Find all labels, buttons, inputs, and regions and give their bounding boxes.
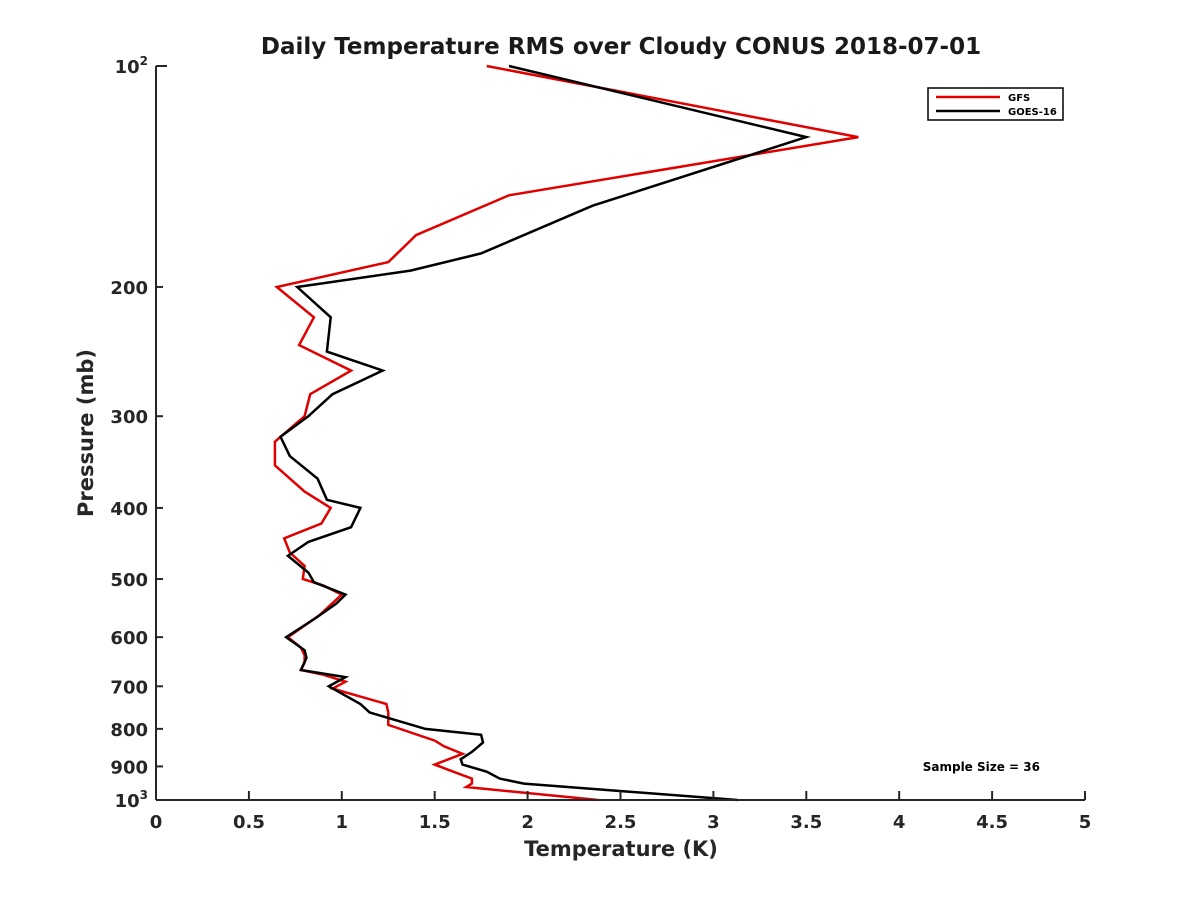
y-tick-label: 800 — [110, 720, 148, 741]
x-axis-label: Temperature (K) — [524, 837, 718, 861]
series-line-goes-16 — [278, 64, 811, 802]
sample-size-annotation: Sample Size = 36 — [923, 760, 1040, 774]
y-tick-label: 600 — [110, 628, 148, 649]
y-tick-label: 300 — [110, 407, 148, 428]
y-axis-label: Pressure (mb) — [74, 349, 98, 517]
x-tick-label: 1 — [336, 812, 349, 833]
x-tick-label: 5 — [1079, 812, 1092, 833]
x-tick-label: 4.5 — [976, 812, 1008, 833]
x-tick-label: 4 — [893, 812, 906, 833]
y-tick-label: 102 — [115, 54, 148, 78]
x-tick-label: 2 — [521, 812, 534, 833]
series-line-gfs — [273, 64, 859, 802]
x-tick-label: 1.5 — [419, 812, 451, 833]
legend-label: GFS — [1008, 93, 1030, 104]
x-tick-label: 0.5 — [233, 812, 265, 833]
legend-label: GOES-16 — [1008, 107, 1057, 118]
y-tick-label: 400 — [110, 499, 148, 520]
y-tick-label: 200 — [110, 278, 148, 299]
x-tick-label: 3.5 — [790, 812, 822, 833]
x-tick-label: 3 — [707, 812, 720, 833]
y-tick-label: 500 — [110, 570, 148, 591]
legend: GFS GOES-16 — [927, 87, 1064, 121]
y-tick-label: 700 — [110, 677, 148, 698]
x-tick-label: 2.5 — [605, 812, 637, 833]
y-tick-label: 103 — [115, 788, 148, 812]
chart-title: Daily Temperature RMS over Cloudy CONUS … — [261, 34, 981, 60]
legend-box — [927, 87, 1064, 121]
series-layer — [273, 64, 859, 802]
y-tick-label: 900 — [110, 757, 148, 778]
axes-layer: 0 0.5 1 1.5 2 2.5 3 3.5 4 4.5 5 102 200 300 400 500 600 7… — [110, 54, 1091, 833]
x-tick-label: 0 — [150, 812, 163, 833]
